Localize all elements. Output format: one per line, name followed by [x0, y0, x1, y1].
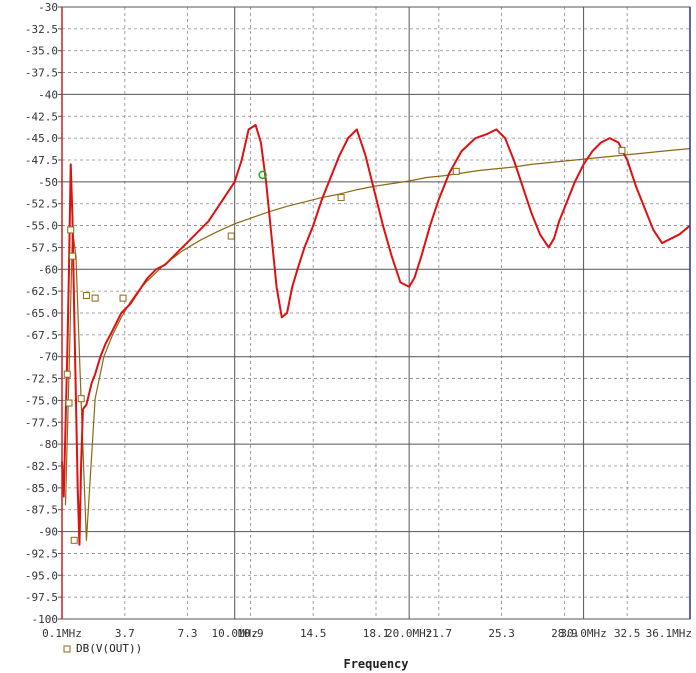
series-layer	[61, 124, 691, 546]
cursor-point	[258, 170, 267, 180]
series-marker	[618, 146, 626, 154]
x-tick-label: 28.9	[551, 627, 578, 640]
y-tick-label: -92.5	[25, 547, 58, 560]
legend-marker	[63, 645, 71, 653]
x-tick-label: 20.0MHz	[386, 627, 432, 640]
y-tick-label: -70	[38, 351, 58, 364]
series-marker	[63, 370, 71, 378]
x-tick-label: 10.9	[237, 627, 264, 640]
y-tick-label: -45.0	[25, 132, 58, 145]
series-marker	[70, 536, 78, 544]
x-tick-label: 36.1MHz	[646, 627, 692, 640]
y-axis-ticks: -30 -32.5 -35.0 -37.5 -40 -42.5 -45.0 -47.5 -50 -…	[25, 1, 62, 626]
y-tick-label: -35.0	[25, 45, 58, 58]
y-tick-label: -47.5	[25, 154, 58, 167]
y-tick-label: -52.5	[25, 198, 58, 211]
x-tick-label: 25.3	[488, 627, 515, 640]
y-tick-label: -85.0	[25, 482, 58, 495]
y-tick-label: -77.5	[25, 416, 58, 429]
legend: DB(V(OUT))	[63, 642, 142, 655]
y-tick-label: -57.5	[25, 241, 58, 254]
y-tick-label: -87.5	[25, 504, 58, 517]
x-tick-label: 18.1	[363, 627, 390, 640]
y-tick-label: -90	[38, 526, 58, 539]
x-tick-label: 7.3	[178, 627, 198, 640]
x-tick-label: 14.5	[300, 627, 327, 640]
y-tick-label: -80	[38, 438, 58, 451]
x-tick-label: 0.1MHz	[42, 627, 82, 640]
series-marker	[67, 226, 75, 234]
series-marker	[68, 252, 76, 260]
y-tick-label: -60	[38, 263, 58, 276]
y-tick-label: -100	[32, 613, 59, 626]
db-vout-line	[64, 148, 691, 541]
legend-label: DB(V(OUT))	[76, 642, 142, 655]
x-axis-label: Frequency	[343, 657, 408, 671]
y-tick-label: -55.0	[25, 220, 58, 233]
y-tick-label: -30	[38, 1, 58, 14]
marker-layer	[63, 146, 626, 544]
red-trace-line	[61, 124, 691, 546]
y-tick-label: -75.0	[25, 394, 58, 407]
x-tick-label: 3.7	[115, 627, 135, 640]
series-marker	[82, 292, 90, 300]
y-tick-label: -40	[38, 88, 58, 101]
series-marker	[65, 399, 73, 407]
y-tick-label: -37.5	[25, 67, 58, 80]
y-tick-label: -50	[38, 176, 58, 189]
y-tick-label: -42.5	[25, 110, 58, 123]
series-marker	[77, 395, 85, 403]
x-tick-label: 21.7	[426, 627, 453, 640]
x-tick-label: 30.0MHz	[560, 627, 606, 640]
series-marker	[227, 232, 235, 240]
major-grid	[62, 7, 690, 619]
y-tick-label: -65.0	[25, 307, 58, 320]
y-tick-label: -95.0	[25, 569, 58, 582]
series-marker	[337, 194, 345, 202]
series-marker	[452, 167, 460, 175]
minor-grid	[62, 7, 690, 619]
y-tick-label: -32.5	[25, 23, 58, 36]
y-tick-label: -72.5	[25, 373, 58, 386]
x-tick-label: 32.5	[614, 627, 641, 640]
series-marker	[119, 294, 127, 302]
x-tick-label: 10.0MHz	[212, 627, 258, 640]
series-marker	[91, 294, 99, 302]
y-tick-label: -67.5	[25, 329, 58, 342]
y-tick-label: -97.5	[25, 591, 58, 604]
y-tick-label: -62.5	[25, 285, 58, 298]
y-tick-label: -82.5	[25, 460, 58, 473]
